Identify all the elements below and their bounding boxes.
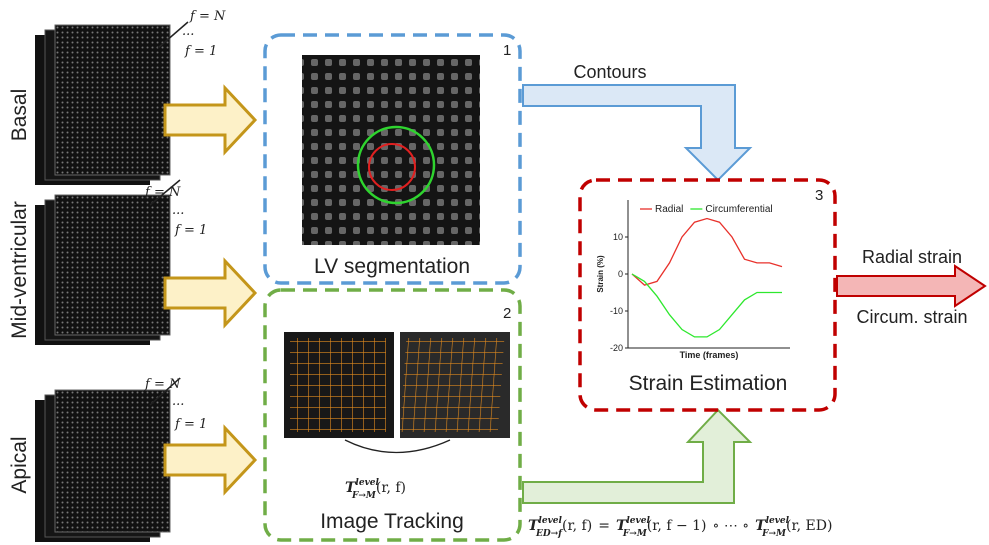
row-label: Mid-ventricular [8,201,31,339]
tracking-grid [400,338,505,432]
output-label: Radial strain [862,247,962,267]
x-axis-label: Time (frames) [680,350,739,360]
y-tick-label: 0 [618,269,623,279]
box-title: Image Tracking [320,510,464,533]
y-tick-label: -10 [610,306,623,316]
box-number: 2 [503,305,511,322]
frame-label: f = N [189,9,226,24]
frame-label: f = 1 [174,417,207,432]
frame-label: f = 1 [184,44,217,59]
legend-label: Circumferential [705,204,772,215]
frame-label: f = N [144,377,181,392]
frame-label: ... [172,203,184,218]
box-title: LV segmentation [314,255,470,278]
box-title: Strain Estimation [629,372,788,395]
tracking-grid [290,338,386,432]
image-stacks [35,25,170,542]
box-number: 3 [815,187,823,204]
strain-chart: 10 0 -10 -20 Strain (%) Time (frames) Radial Ci… [596,200,790,360]
series-line [632,274,782,337]
legend-label: Radial [655,204,683,215]
output-arrow [837,266,985,306]
y-tick-label: -20 [610,343,623,353]
frame-label: f = 1 [174,223,207,238]
frame-label: f = N [144,185,181,200]
row-label: Basal [8,89,31,142]
contours-arrow [523,85,750,180]
series-line [632,219,782,286]
page: Basal Mid-ventricular Apical f = N ... f… [0,0,989,545]
tracking-link [345,440,450,453]
row-label: Apical [8,436,31,493]
output-label: Circum. strain [856,307,967,327]
box-number: 1 [503,42,511,59]
arrow-label: Contours [573,62,646,82]
diagram: Basal Mid-ventricular Apical f = N ... f… [0,0,989,545]
y-axis-label: Strain (%) [596,255,605,293]
mri-texture [302,55,480,245]
tracking-arrow [523,410,750,503]
y-tick-label: 10 [613,232,623,242]
frame-label: ... [172,394,184,409]
frame-label: ... [182,24,194,39]
